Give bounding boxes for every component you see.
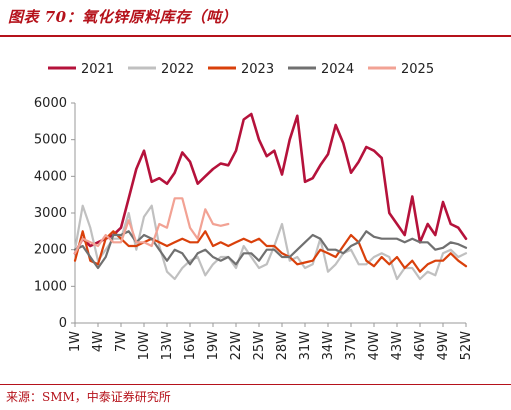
x-tick-label: 28W xyxy=(275,331,290,361)
x-tick-label: 1W xyxy=(68,331,83,352)
chart-axes: 0 1000 2000 3000 4000 5000 6000 1W 4W 7W 10W 13W 16W… xyxy=(34,96,474,360)
y-tick-label: 6000 xyxy=(34,96,67,111)
x-tick-label: 31W xyxy=(298,331,313,361)
series-line-2021 xyxy=(73,112,468,255)
y-tick-label: 2000 xyxy=(34,243,67,258)
x-tick-label: 19W xyxy=(206,331,221,361)
x-tick-label: 16W xyxy=(183,331,198,361)
x-tick-label: 49W xyxy=(436,331,451,361)
series-line-2023 xyxy=(73,230,468,273)
y-tick-label: 0 xyxy=(59,316,67,331)
x-tick-label: 43W xyxy=(390,331,405,361)
x-tick-label: 13W xyxy=(160,331,175,361)
x-tick-label: 40W xyxy=(367,331,382,361)
legend-label-2021: 2021 xyxy=(81,62,114,77)
series-line-2024 xyxy=(73,230,468,270)
x-tick-label: 7W xyxy=(114,331,129,352)
x-tick-label: 34W xyxy=(321,331,336,361)
series-line-2025 xyxy=(73,197,230,255)
source-note: 来源：SMM，中泰证券研究所 xyxy=(6,390,171,404)
chart-title: 图表 70：氧化锌原料库存（吨） xyxy=(8,8,238,26)
line-chart: 2021 2022 2023 2024 2025 0 1000 2000 3000 4000 50… xyxy=(34,62,474,360)
title-divider xyxy=(0,35,511,37)
x-tick-label: 25W xyxy=(252,331,267,361)
chart-series xyxy=(73,112,468,281)
x-tick-label: 4W xyxy=(91,331,106,352)
legend-label-2022: 2022 xyxy=(161,62,194,77)
source-divider xyxy=(0,384,511,385)
series-line-2022 xyxy=(73,204,468,281)
y-tick-label: 4000 xyxy=(34,169,67,184)
y-tick-label: 5000 xyxy=(34,133,67,148)
y-tick-label: 1000 xyxy=(34,279,67,294)
x-tick-label: 46W xyxy=(413,331,428,361)
x-tick-label: 22W xyxy=(229,331,244,361)
y-tick-label: 3000 xyxy=(34,206,67,221)
legend-label-2024: 2024 xyxy=(321,62,354,77)
x-tick-label: 10W xyxy=(137,331,152,361)
legend-label-2025: 2025 xyxy=(401,62,434,77)
chart-legend: 2021 2022 2023 2024 2025 xyxy=(48,62,434,77)
legend-label-2023: 2023 xyxy=(241,62,274,77)
x-tick-label: 52W xyxy=(459,331,474,361)
x-tick-label: 37W xyxy=(344,331,359,361)
